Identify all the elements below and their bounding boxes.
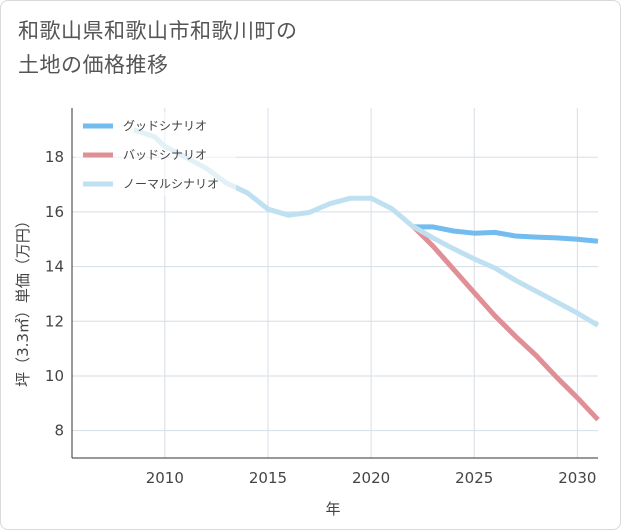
title-line-1: 和歌山県和歌山市和歌川町の: [18, 19, 298, 43]
y-tick-label: 18: [45, 148, 64, 166]
x-tick-label: 2015: [249, 469, 287, 487]
axes: [71, 108, 598, 459]
y-axis-label: 坪（3.3㎡）単価（万円）: [14, 213, 32, 387]
title-line-2: 土地の価格推移: [18, 53, 169, 77]
x-tick-label: 2030: [558, 469, 596, 487]
legend-label: バッドシナリオ: [123, 148, 207, 162]
legend-label: ノーマルシナリオ: [123, 177, 219, 191]
x-tick-label: 2020: [352, 469, 390, 487]
x-tick-label: 2010: [146, 469, 184, 487]
x-axis-label: 年: [325, 500, 340, 518]
chart-title: 和歌山県和歌山市和歌川町の 土地の価格推移: [18, 14, 578, 82]
y-tick-label: 10: [45, 367, 64, 385]
y-tick-label: 12: [45, 312, 64, 330]
x-tick-label: 2025: [455, 469, 493, 487]
y-tick-label: 16: [45, 203, 64, 221]
series-line-0: [412, 224, 599, 244]
series-line-1: [410, 223, 600, 422]
y-tick-label: 8: [54, 422, 64, 440]
tick-labels: 2010 2015 2020 2025 2030 8 10 12 14 16 18: [45, 148, 597, 487]
y-tick-label: 14: [45, 258, 64, 276]
grid: [72, 108, 598, 458]
legend-label: グッドシナリオ: [123, 119, 207, 133]
